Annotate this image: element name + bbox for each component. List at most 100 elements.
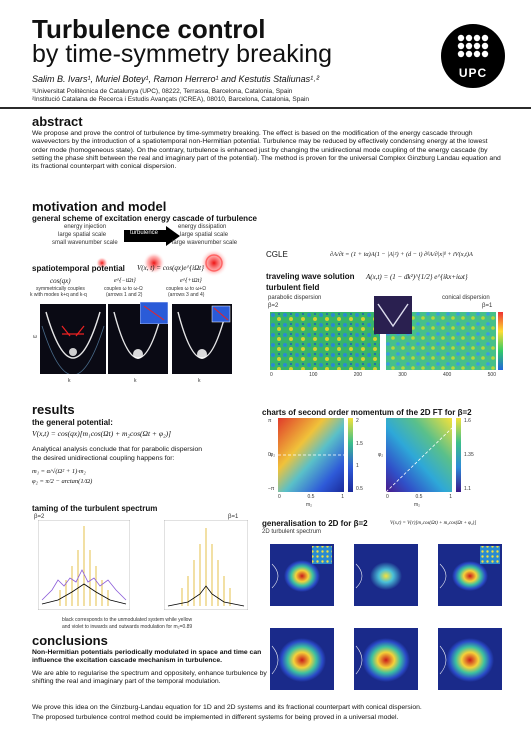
spot-medium — [143, 252, 165, 274]
parabolic-label: parabolic dispersion — [268, 295, 322, 301]
injection-label: energy injection — [64, 224, 107, 230]
condition-1: m₁ = α/√(Ω² + 1)·m₂ — [32, 468, 86, 475]
cbar2-tick-2: 1.1 — [464, 486, 471, 492]
gen2d-map-4 — [270, 628, 334, 690]
poster-subtitle: by time-symmetry breaking — [32, 40, 333, 68]
conclusions-heading: conclusions — [32, 633, 108, 648]
turbulence-arrow-icon — [124, 226, 180, 246]
gen2d-map-5 — [354, 628, 418, 690]
affiliation-2: ²Institució Catalana de Recerca i Estudi… — [32, 96, 310, 103]
momentum-colorbar-1 — [348, 418, 353, 492]
taming-title: taming of the turbulent spectrum — [32, 504, 158, 513]
gen2d-map-2 — [354, 544, 418, 606]
phi-tick-0: π — [268, 418, 272, 424]
axis-m2-1: m₂ — [306, 502, 313, 508]
potential-title: spatiotemporal potential — [32, 264, 125, 273]
ep-desc-1: couples ω to ω+Ω — [166, 286, 207, 292]
dissipation-label: energy dissipation — [178, 224, 227, 230]
axis-k-3: k — [198, 378, 201, 384]
axis-k-1: k — [68, 378, 71, 384]
gen2d-map-3 — [438, 544, 502, 606]
taming-plot-conical — [164, 520, 248, 610]
taming-caption-2: and violet to inwards and outwards modul… — [62, 624, 193, 630]
wave-tick-0: 0 — [270, 372, 273, 378]
momentum-chart-2 — [386, 418, 452, 492]
wave-tick-2: 200 — [353, 372, 363, 378]
wave-axis-ticks: 0 100 200 300 400 500 — [270, 372, 496, 378]
wave-tick-1: 100 — [309, 372, 318, 378]
cascade-spots — [96, 249, 228, 277]
ep-label: e^{+iΩt} — [180, 278, 202, 284]
dissipation-desc-2: large wavenumber scale — [172, 240, 238, 246]
analytical-text-2: the desired unidirectional coupling happ… — [32, 455, 175, 462]
m2-tick-a-0: 0 — [278, 494, 281, 500]
cos-label: cos(qx) — [50, 277, 71, 285]
phi-tick-2: −π — [268, 486, 275, 492]
affiliation-1: ¹Universitat Politècnica de Catalunya (U… — [32, 88, 293, 95]
ep-desc-2: (arrows 3 and 4) — [168, 292, 205, 298]
general-potential-title: the general potential: — [32, 418, 113, 427]
turbulent-colorbar — [498, 312, 503, 370]
analytical-text-1: Analytical analysis conclude that for pa… — [32, 446, 203, 453]
poster-title: Turbulence control — [32, 14, 266, 44]
axis-m2-2: m₂ — [414, 502, 421, 508]
conclusion-3: We prove this idea on the Ginzburg-Landa… — [32, 704, 422, 711]
turbulence-arrow-label: turbulence — [130, 230, 159, 236]
gen2d-subtitle: 2D turbulent spectrum — [262, 529, 322, 535]
momentum-chart-1 — [278, 418, 344, 492]
condition-2: φ₂ = π/2 − arctan(1/Ω) — [32, 478, 93, 485]
conclusion-1: Non-Hermitian potentials periodically mo… — [32, 649, 262, 665]
m2-tick-a-2: 1 — [341, 494, 344, 500]
m2-tick-b-0: 0 — [386, 494, 389, 500]
abstract-heading: abstract — [32, 114, 83, 129]
momentum-colorbar-2 — [456, 418, 461, 492]
cos-desc-1: symmetrically couples — [36, 286, 85, 292]
conclusion-4: The proposed turbulence control method c… — [32, 714, 399, 721]
injection-desc-2: small wavenumber scale — [52, 240, 118, 246]
m2-axis-ticks-2: 0 0.5 1 — [386, 494, 452, 500]
m2-axis-ticks-1: 0 0.5 1 — [278, 494, 344, 500]
wave-title-1: traveling wave solution — [266, 272, 355, 281]
abstract-text: We propose and prove the control of turb… — [32, 130, 501, 171]
m2-tick-b-2: 1 — [449, 494, 452, 500]
taming-beta1: β=1 — [228, 514, 239, 520]
colorbar-1-ticks: 2 1.5 1 0.5 — [356, 418, 363, 492]
conical-inset — [374, 296, 412, 334]
axis-phi-2: φ₂ — [378, 452, 384, 458]
upc-logo: UPC — [441, 24, 505, 88]
axis-phi-1: φ₂ — [270, 452, 276, 458]
parabolic-beta: β=2 — [268, 303, 279, 309]
cbar2-tick-1: 1.35 — [464, 452, 474, 458]
injection-desc-1: large spatial scale — [58, 232, 107, 238]
cbar1-tick-1: 1.5 — [356, 440, 363, 447]
em-label: e^{−iΩt} — [114, 278, 136, 284]
phi-axis-ticks: π 0 −π — [268, 418, 274, 492]
dispersion-inset-2 — [140, 302, 168, 324]
wave-tick-3: 300 — [398, 372, 407, 378]
cbar1-tick-3: 0.5 — [356, 485, 363, 492]
taming-beta2: β=2 — [34, 514, 45, 520]
gen2d-maps — [270, 544, 502, 690]
gen2d-map-6 — [438, 628, 502, 690]
scheme-title: general scheme of excitation energy casc… — [32, 214, 257, 223]
phi-tick-1: 0 — [268, 452, 271, 458]
wave-title-2: turbulent field — [266, 283, 320, 292]
em-desc-1: couples ω to ω-Ω — [104, 286, 143, 292]
results-heading: results — [32, 402, 75, 417]
spot-large — [200, 249, 228, 277]
turbulent-field-parabolic — [270, 312, 380, 370]
conical-label: conical dispersion — [442, 295, 490, 301]
upc-logo-dots-icon — [457, 34, 489, 58]
gen2d-equation: V(x,t) = V(r)[m₁cos(Ωt) + m₂cos(Ωt + φ₂)… — [390, 521, 477, 526]
dissipation-desc-1: large spatial scale — [180, 232, 229, 238]
dispersion-plot-3 — [172, 304, 232, 374]
header-divider — [0, 107, 531, 109]
logo-text: UPC — [458, 66, 488, 80]
wave-tick-4: 400 — [443, 372, 452, 378]
cgle-label: CGLE — [266, 250, 288, 259]
dispersion-plot-1 — [40, 304, 106, 374]
spot-small — [96, 257, 108, 269]
wave-tick-5: 500 — [487, 372, 496, 378]
taming-caption-1: black corresponds to the unmodulated sys… — [62, 617, 193, 623]
cbar1-tick-2: 1 — [356, 463, 359, 470]
